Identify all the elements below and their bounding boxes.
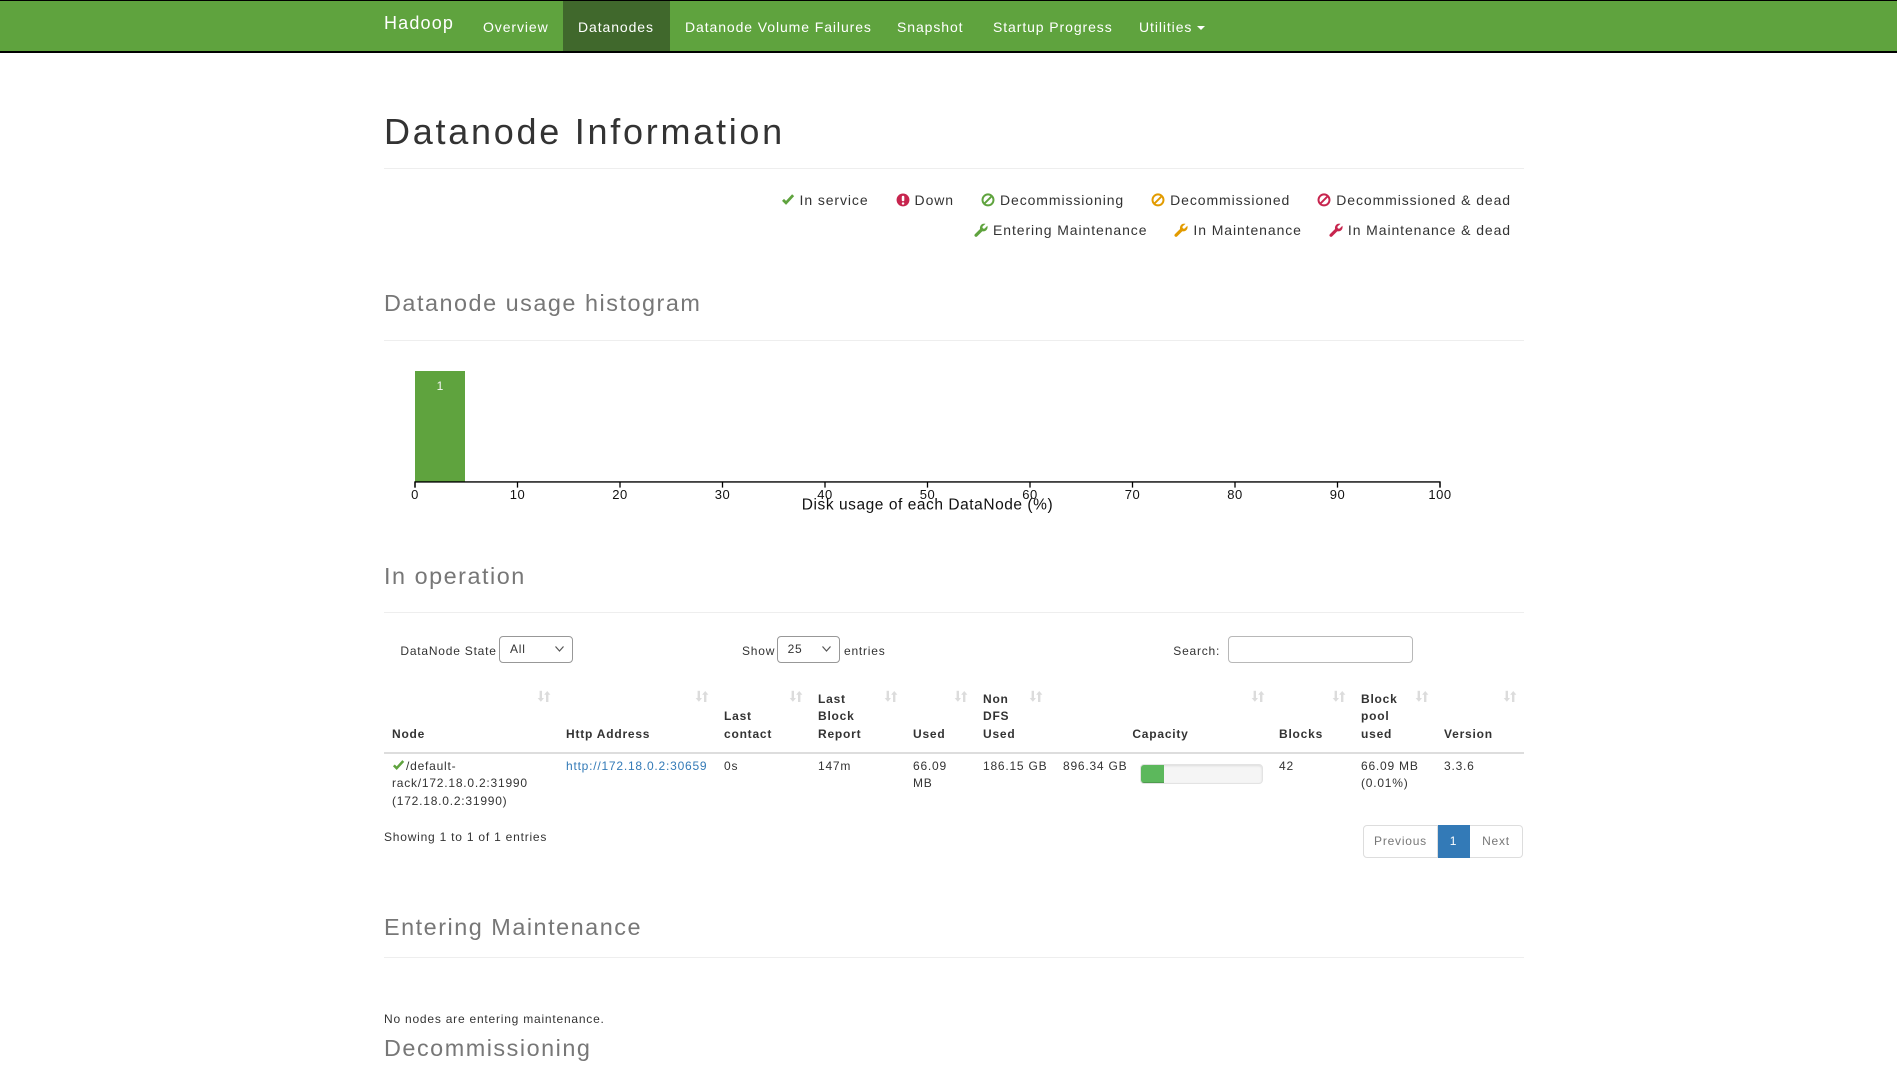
- svg-text:50: 50: [920, 487, 935, 502]
- svg-text:100: 100: [1428, 487, 1451, 502]
- svg-text:60: 60: [1022, 487, 1037, 502]
- svg-text:40: 40: [817, 487, 832, 502]
- svg-text:20: 20: [612, 487, 627, 502]
- svg-text:80: 80: [1227, 487, 1242, 502]
- svg-text:30: 30: [715, 487, 730, 502]
- svg-text:10: 10: [510, 487, 525, 502]
- svg-text:Disk usage of each DataNode (%: Disk usage of each DataNode (%): [802, 497, 1053, 514]
- svg-text:0: 0: [411, 487, 419, 502]
- svg-text:70: 70: [1125, 487, 1140, 502]
- svg-text:90: 90: [1330, 487, 1345, 502]
- svg-text:1: 1: [437, 379, 444, 393]
